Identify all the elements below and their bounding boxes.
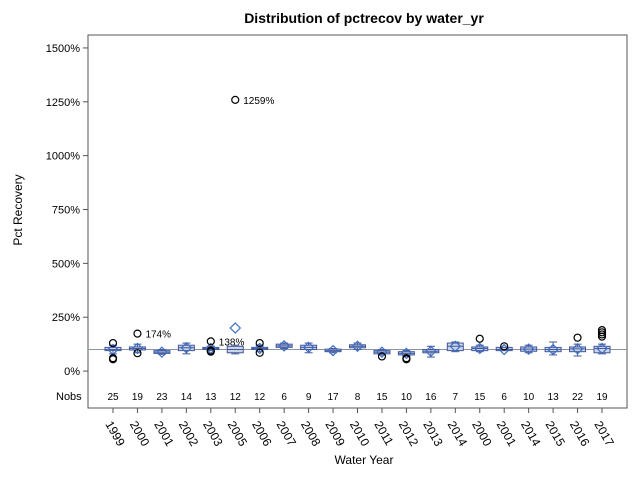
box bbox=[495, 346, 513, 352]
x-axis-label: Water Year bbox=[335, 453, 394, 467]
nobs-value: 6 bbox=[501, 392, 507, 403]
mean bbox=[449, 340, 462, 353]
outlier bbox=[597, 332, 607, 341]
y-tick-label: 250% bbox=[52, 312, 80, 324]
nobs-value: 19 bbox=[132, 392, 144, 403]
outlier bbox=[402, 355, 411, 364]
y-tick-label: 750% bbox=[52, 205, 80, 217]
nobs-label: Nobs bbox=[56, 391, 82, 403]
mean bbox=[596, 342, 608, 355]
mean bbox=[376, 346, 388, 358]
y-axis-label: Pct Recovery bbox=[11, 174, 25, 245]
mean bbox=[351, 340, 364, 353]
mean bbox=[400, 347, 413, 360]
y-tick-label: 1250% bbox=[46, 97, 80, 109]
mean bbox=[278, 340, 290, 352]
outlier bbox=[255, 338, 264, 348]
nobs-value: 23 bbox=[156, 392, 168, 403]
outlier bbox=[255, 348, 264, 357]
nobs-value: 10 bbox=[523, 392, 535, 403]
outlier bbox=[231, 95, 240, 104]
box bbox=[593, 345, 611, 354]
mean bbox=[253, 342, 266, 355]
mean bbox=[131, 342, 144, 355]
outlier bbox=[377, 352, 387, 361]
mean bbox=[327, 344, 339, 357]
outlier bbox=[133, 349, 142, 358]
chart-title: Distribution of pctrecov by water_yr bbox=[244, 10, 484, 26]
box bbox=[446, 342, 464, 352]
outlier bbox=[597, 328, 607, 337]
y-tick-label: 1500% bbox=[46, 43, 80, 55]
outlier bbox=[573, 333, 582, 342]
nobs-value: 13 bbox=[548, 392, 560, 403]
outlier bbox=[206, 346, 215, 355]
nobs-value: 15 bbox=[376, 392, 388, 403]
mean bbox=[571, 343, 584, 355]
outlier bbox=[597, 330, 607, 339]
y-tick-label: 500% bbox=[52, 258, 80, 270]
nobs-value: 25 bbox=[107, 392, 119, 403]
nobs-value: 17 bbox=[327, 392, 339, 403]
nobs-value: 13 bbox=[205, 392, 217, 403]
mean bbox=[302, 341, 315, 354]
outlier bbox=[475, 334, 484, 343]
mean bbox=[156, 346, 168, 358]
outlier bbox=[206, 337, 215, 346]
nobs-value: 7 bbox=[453, 392, 459, 403]
nobs-value: 9 bbox=[306, 392, 312, 403]
nobs-value: 14 bbox=[181, 392, 193, 403]
outlier-label: 1259% bbox=[243, 96, 274, 107]
nobs-value: 10 bbox=[401, 392, 413, 403]
nobs-value: 8 bbox=[355, 392, 361, 403]
mean bbox=[547, 343, 559, 356]
mean bbox=[522, 343, 535, 355]
nobs-value: 22 bbox=[572, 392, 584, 403]
outlier-label: 174% bbox=[145, 330, 171, 341]
mean bbox=[204, 342, 217, 355]
box bbox=[104, 346, 122, 352]
nobs-value: 12 bbox=[254, 392, 266, 403]
outlier bbox=[108, 355, 118, 364]
nobs-value: 16 bbox=[425, 392, 437, 403]
mean bbox=[425, 345, 437, 358]
nobs-value: 19 bbox=[596, 392, 608, 403]
mean bbox=[180, 341, 193, 354]
outlier-label: 138% bbox=[219, 337, 245, 348]
outlier bbox=[108, 338, 118, 348]
nobs-value: 6 bbox=[281, 392, 287, 403]
outlier bbox=[500, 342, 509, 351]
y-tick-label: 1000% bbox=[46, 151, 80, 163]
mean bbox=[229, 322, 242, 334]
outlier bbox=[133, 329, 142, 338]
nobs-value: 15 bbox=[474, 392, 486, 403]
mean bbox=[473, 342, 486, 355]
y-tick-label: 0% bbox=[64, 366, 80, 378]
nobs-value: 12 bbox=[230, 392, 242, 403]
